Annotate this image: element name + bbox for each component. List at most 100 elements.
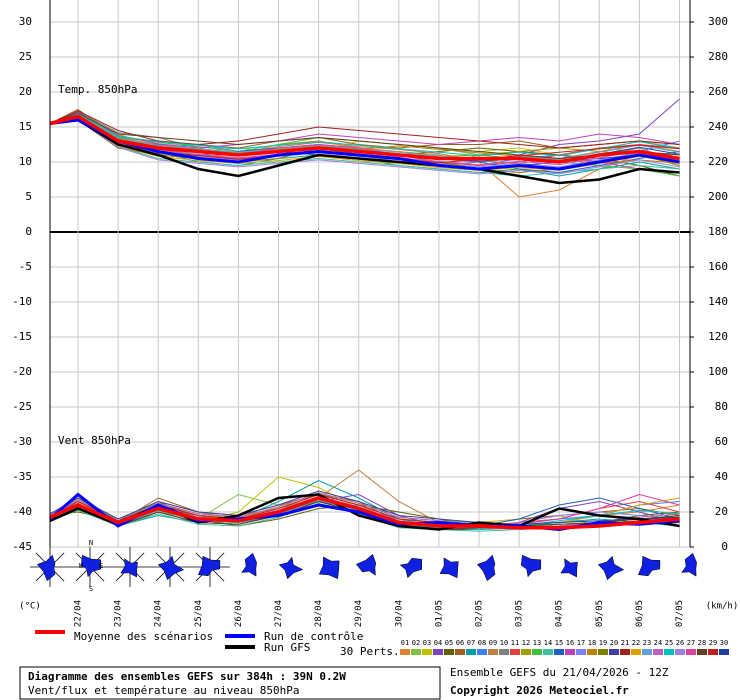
- footer-copyright: Copyright 2026 Meteociel.fr: [450, 684, 629, 697]
- legend-swatch: [719, 649, 729, 655]
- legend-swatch: [433, 649, 443, 655]
- perturbation-legend: 01 02 03 04 05 06 07 08 09 10 11 12 13 14 15 16 17 18 19 20…: [400, 639, 729, 655]
- legend-label: 23: [643, 639, 651, 647]
- y2-tick-label: 60: [715, 435, 728, 448]
- rose-shape: [318, 556, 340, 580]
- legend-label: 27: [687, 639, 695, 647]
- legend-swatch: [642, 649, 652, 655]
- temp-label: Temp. 850hPa: [58, 83, 137, 96]
- rose-shape: [597, 555, 625, 581]
- wind-line: [49, 479, 680, 531]
- y2-tick-label: 40: [715, 470, 728, 483]
- legend-swatch: [455, 649, 465, 655]
- footer-run: Ensemble GEFS du 21/04/2026 - 12Z: [450, 666, 669, 679]
- temp-line: [49, 113, 680, 157]
- legend-label: 02: [412, 639, 420, 647]
- rose-shape: [241, 552, 257, 577]
- legend-label: Moyenne des scénarios: [74, 630, 213, 643]
- wind-roses: N W E S: [30, 539, 697, 593]
- temp-line: [49, 119, 680, 175]
- rose-label: E: [99, 562, 103, 570]
- x-tick-label: 02/05: [475, 600, 485, 627]
- x-tick-label: 26/04: [234, 600, 244, 627]
- y-tick-label: -25: [12, 400, 32, 413]
- legend-swatch: [488, 649, 498, 655]
- y-tick-label: 5: [25, 190, 32, 203]
- y2-tick-label: 280: [708, 50, 728, 63]
- legend-label: 08: [478, 639, 486, 647]
- rose-label: N: [89, 539, 93, 547]
- y-tick-label: 25: [19, 50, 32, 63]
- y-tick-label: 10: [19, 155, 32, 168]
- y2-tick-label: 80: [715, 400, 728, 413]
- temp-line: [49, 118, 680, 185]
- wind-line: [49, 492, 680, 527]
- legend-label: 30: [720, 639, 728, 647]
- y2-tick-label: 220: [708, 155, 728, 168]
- y2-tick-label: 140: [708, 295, 728, 308]
- rose-shape: [520, 554, 542, 578]
- lines: [49, 98, 680, 532]
- legend-swatch: [587, 649, 597, 655]
- y2-tick-label: 0: [721, 540, 728, 553]
- rose-shape: [80, 554, 102, 578]
- legend-swatch: [510, 649, 520, 655]
- legend-label: 19: [599, 639, 607, 647]
- x-tick-label: 05/05: [595, 600, 605, 627]
- x-tick-label: 29/04: [354, 600, 364, 627]
- wind-label: Vent 850hPa: [58, 434, 131, 447]
- temp-line: [49, 118, 680, 171]
- y2-tick-label: 120: [708, 330, 728, 343]
- legend-label: 10: [500, 639, 508, 647]
- x-tick-label: 06/05: [635, 600, 645, 627]
- y2-tick-label: 180: [708, 225, 728, 238]
- y-tick-label: -15: [12, 330, 32, 343]
- y-tick-label: 30: [19, 15, 32, 28]
- x-tick-label: 25/04: [194, 600, 204, 627]
- legend-label: Run de contrôle: [264, 630, 363, 643]
- legend-label: 28: [698, 639, 706, 647]
- temp-line: [49, 112, 680, 160]
- legend-label: 29: [709, 639, 717, 647]
- temp-line: [49, 111, 680, 149]
- y2-tick-label: 300: [708, 15, 728, 28]
- y-unit: (°C): [19, 602, 41, 612]
- y-tick-label: -10: [12, 295, 32, 308]
- legend-swatch: [631, 649, 641, 655]
- legend-swatch: [532, 649, 542, 655]
- rose-shape: [197, 555, 221, 577]
- legend-label: Run GFS: [264, 641, 310, 654]
- legend-swatch: [477, 649, 487, 655]
- x-tick-label: 23/04: [114, 600, 124, 627]
- y2-tick-label: 100: [708, 365, 728, 378]
- legend-label: 15: [555, 639, 563, 647]
- legend-swatch: [411, 649, 421, 655]
- legend-swatch: [708, 649, 718, 655]
- legend-label: 13: [533, 639, 541, 647]
- legend-swatch: [664, 649, 674, 655]
- legend-label: 21: [621, 639, 629, 647]
- rose-shape: [637, 555, 661, 577]
- legend-label: 12: [522, 639, 530, 647]
- rose-label: S: [89, 585, 93, 593]
- legend-label: 06: [456, 639, 464, 647]
- legend-swatch: [521, 649, 531, 655]
- x-tick-label: 01/05: [434, 600, 444, 627]
- legend-label: 24: [654, 639, 662, 647]
- y2-unit: (km/h): [706, 602, 739, 612]
- legend-swatch: [686, 649, 696, 655]
- legend-label: 17: [577, 639, 585, 647]
- rose-shape: [157, 555, 185, 581]
- legend-swatch: [598, 649, 608, 655]
- legend-label: 11: [511, 639, 519, 647]
- temp-line: [49, 114, 680, 164]
- legend-swatch: [422, 649, 432, 655]
- y2-tick-label: 20: [715, 505, 728, 518]
- x-tick-label: 24/04: [154, 600, 164, 627]
- legend-label: 16: [566, 639, 574, 647]
- rose-shape: [560, 558, 578, 578]
- legend-label: 04: [434, 639, 442, 647]
- y-tick-label: -5: [19, 260, 32, 273]
- wind-line: [49, 496, 680, 530]
- legend-label: 25: [665, 639, 673, 647]
